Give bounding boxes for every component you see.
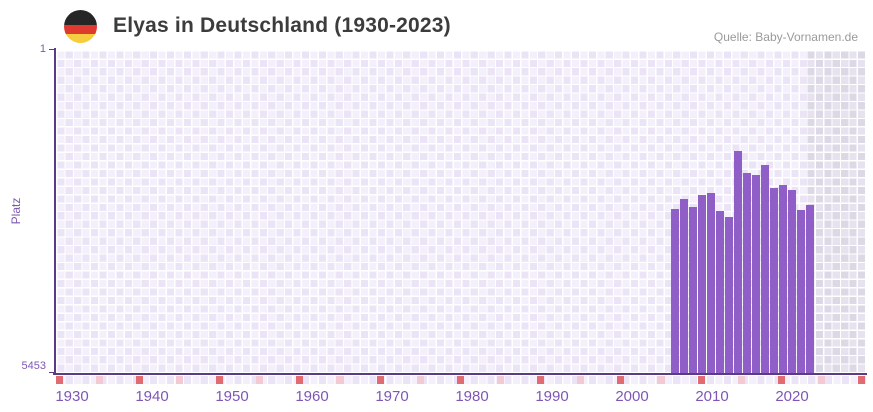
bar-2015[interactable]: [734, 151, 743, 373]
decade-marker: [777, 375, 785, 384]
half-decade-marker: [95, 375, 103, 384]
decade-marker: [376, 375, 384, 384]
decade-marker: [296, 375, 304, 384]
bar-2021[interactable]: [788, 190, 797, 373]
y-tick-label-top: 1: [39, 43, 46, 55]
decade-marker: [617, 375, 625, 384]
x-tick-label-2000: 2000: [615, 388, 649, 405]
timeline-marker-strip: [56, 375, 866, 384]
decade-marker: [216, 375, 224, 384]
bar-2008[interactable]: [670, 209, 679, 373]
x-tick-label-2020: 2020: [775, 388, 809, 405]
plot-area: [56, 50, 866, 373]
bar-2014[interactable]: [725, 217, 733, 373]
bar-2013[interactable]: [715, 211, 724, 373]
germany-flag-icon: [64, 10, 97, 43]
x-tick-label-1930: 1930: [55, 388, 89, 405]
decade-marker: [858, 375, 866, 384]
bar-2019[interactable]: [770, 187, 779, 373]
x-tick-label-1990: 1990: [535, 388, 569, 405]
decade-marker: [697, 375, 705, 384]
y-tick-bottom: [49, 372, 54, 373]
bar-2017[interactable]: [752, 174, 761, 373]
y-tick-label-bottom: 5453: [21, 360, 46, 372]
x-axis-line: [53, 372, 867, 375]
x-tick-label-2010: 2010: [695, 388, 729, 405]
bar-2010[interactable]: [688, 206, 697, 373]
half-decade-marker: [496, 375, 505, 384]
half-decade-marker: [817, 375, 826, 384]
x-tick-label-1980: 1980: [455, 388, 489, 405]
y-axis-line: [54, 48, 56, 374]
half-decade-marker: [175, 375, 184, 384]
decade-marker: [56, 375, 64, 384]
source-attribution: Quelle: Baby-Vornamen.de: [713, 30, 858, 44]
bar-2016[interactable]: [743, 173, 752, 373]
half-decade-marker: [416, 375, 424, 384]
half-decade-marker: [737, 375, 745, 384]
bar-2022[interactable]: [797, 209, 806, 373]
no-data-region: [807, 50, 866, 373]
half-decade-marker: [577, 375, 585, 384]
chart-title: Elyas in Deutschland (1930-2023): [113, 14, 451, 37]
half-decade-marker: [256, 375, 264, 384]
x-tick-label-1960: 1960: [295, 388, 329, 405]
bar-2023[interactable]: [806, 204, 815, 373]
y-axis-label: Platz: [9, 197, 23, 225]
half-decade-marker: [657, 375, 665, 384]
bar-2009[interactable]: [679, 198, 688, 373]
decade-marker: [456, 375, 464, 384]
y-tick-top: [49, 49, 54, 50]
bar-2012[interactable]: [706, 192, 715, 373]
x-tick-label-1970: 1970: [375, 388, 409, 405]
half-decade-marker: [336, 375, 344, 384]
bar-2018[interactable]: [761, 164, 770, 373]
decade-marker: [135, 375, 143, 384]
decade-marker: [537, 375, 545, 384]
x-tick-label-1950: 1950: [215, 388, 249, 405]
bar-2020[interactable]: [779, 185, 788, 373]
bar-2011[interactable]: [697, 195, 706, 373]
x-tick-label-1940: 1940: [135, 388, 169, 405]
x-tick-labels: 1930 1940 1950 1960 1970 1980 1990 2000 2010 2020: [55, 388, 866, 408]
